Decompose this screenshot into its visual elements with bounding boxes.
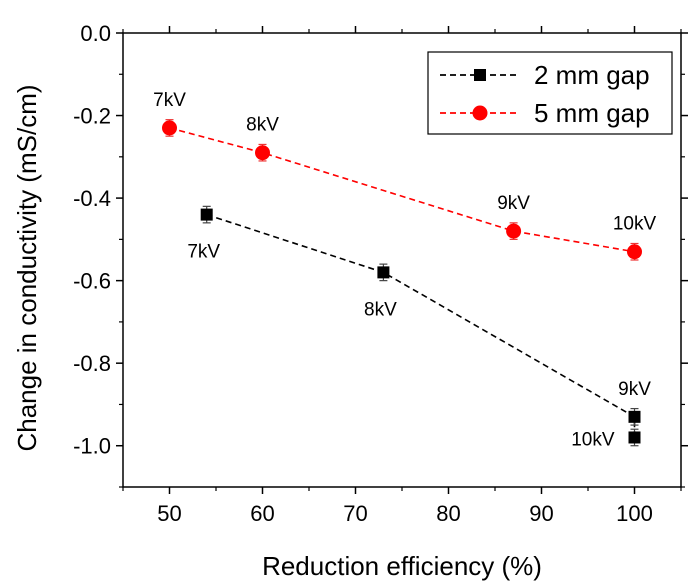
data-point — [255, 145, 270, 161]
y-tick-label: -0.4 — [73, 186, 111, 211]
series-2: 7kV 8kV 9kV 10kV — [153, 90, 657, 261]
data-point — [628, 410, 641, 423]
data-point — [628, 431, 641, 444]
y-tick-label: -0.8 — [73, 351, 111, 376]
data-label: 7kV — [153, 90, 186, 111]
legend-marker — [472, 105, 488, 121]
legend-label: 2 mm gap — [534, 60, 650, 90]
legend-item-2: 5 mm gap — [440, 98, 650, 128]
data-point — [377, 266, 390, 279]
data-point — [200, 208, 213, 221]
legend-marker — [474, 69, 486, 81]
data-label: 7kV — [187, 242, 220, 263]
legend-box — [427, 51, 673, 135]
y-tick-label: -0.2 — [73, 104, 111, 129]
series-line — [169, 127, 635, 253]
data-label: 8kV — [246, 115, 279, 136]
x-tick-label: 80 — [436, 501, 460, 526]
data-point — [627, 244, 642, 260]
x-tick-label: 100 — [616, 501, 653, 526]
series-1: 7kV 8kV 9kV 10kV — [187, 205, 651, 450]
data-label: 8kV — [364, 299, 397, 320]
x-tick-label: 70 — [343, 501, 367, 526]
y-axis-title: Change in conductivity (mS/cm) — [12, 84, 42, 451]
x-tick-label: 90 — [529, 501, 553, 526]
data-label: 10kV — [571, 429, 615, 450]
legend-items: 2 mm gap 5 mm gap — [440, 60, 650, 128]
x-tick-label: 60 — [250, 501, 274, 526]
data-point — [162, 120, 177, 136]
x-axis-title: Reduction efficiency (%) — [262, 551, 542, 581]
data-label: 9kV — [497, 193, 530, 214]
y-tick-label: 0.0 — [80, 21, 111, 46]
plot-area-frame — [122, 32, 682, 488]
tick-layer: 50 60 70 80 90 100 0.0 -0.2 -0.4 -0.6 -0.8 -1.0 — [73, 21, 688, 526]
y-tick-label: -1.0 — [73, 434, 111, 459]
legend: 2 mm gap 5 mm gap — [427, 51, 673, 135]
legend-label: 5 mm gap — [534, 98, 650, 128]
series-line — [206, 213, 636, 438]
legend-item-1: 2 mm gap — [440, 60, 650, 90]
data-label: 9kV — [618, 379, 651, 400]
x-tick-label: 50 — [157, 501, 181, 526]
series-layer: 7kV 8kV 9kV 10kV 7kV 8kV 9kV 10kV — [153, 90, 656, 451]
data-label: 10kV — [613, 214, 657, 235]
y-tick-label: -0.6 — [73, 269, 111, 294]
data-point — [506, 223, 522, 239]
